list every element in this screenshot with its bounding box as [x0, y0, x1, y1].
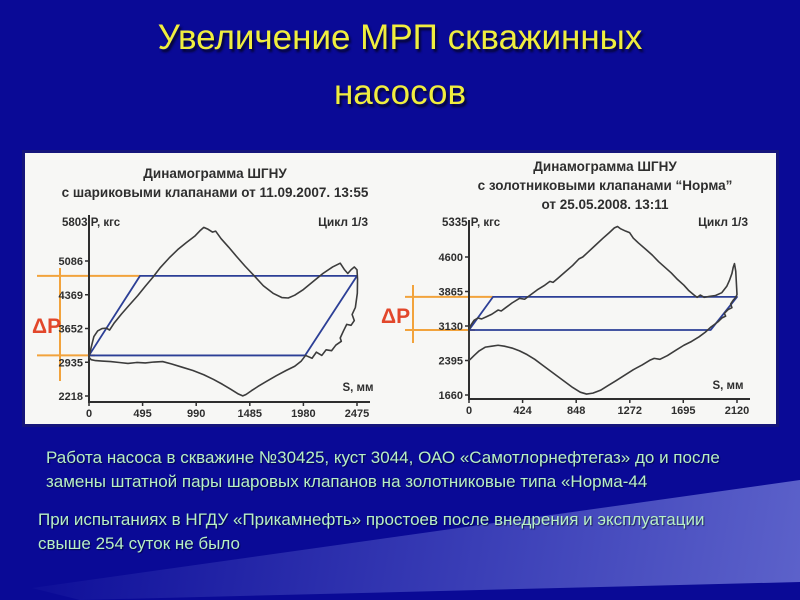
dynamogram-curve — [468, 225, 738, 395]
x-axis-unit-label: S, мм — [342, 382, 373, 394]
dynamogram-chart-spool-valves: Динамограмма ШГНУ с золотниковыми клапана… — [375, 153, 775, 424]
x-axis-unit-label: S, мм — [712, 380, 743, 392]
x-axis-tick-label: 0 — [466, 405, 472, 417]
caption1-line-1: Работа насоса в скважине №30425, куст 30… — [46, 448, 720, 467]
pump-card-parallelogram — [88, 274, 358, 357]
dynamogram-svg: Динамограмма ШГНУ с золотниковыми клапана… — [381, 159, 750, 417]
charts-panel: Динамограмма ШГНУ с шариковыми клапанами … — [22, 150, 779, 427]
caption-pump-operation: Работа насоса в скважине №30425, куст 30… — [46, 446, 720, 494]
delta-p-label: ΔP — [32, 315, 61, 338]
y-axis-tick-label: 4369 — [59, 290, 83, 302]
dynamogram-svg: Динамограмма ШГНУ с шариковыми клапанами … — [32, 166, 374, 420]
x-axis-tick-label: 848 — [567, 405, 585, 417]
caption2-line-1: При испытаниях в НГДУ «Прикамнефть» прос… — [38, 510, 705, 529]
y-axis-max-label: 5803 P, кгс — [62, 217, 121, 229]
y-axis-tick-label: 4600 — [439, 252, 463, 264]
caption-test-results: При испытаниях в НГДУ «Прикамнефть» прос… — [38, 508, 704, 556]
chart-title: Динамограмма ШГНУ — [533, 159, 677, 174]
chart-title: Динамограмма ШГНУ — [143, 166, 287, 181]
y-axis-tick-label: 1660 — [439, 390, 463, 402]
caption2-line-2: свыше 254 суток не было — [38, 534, 240, 553]
dynamogram-chart-ball-valves: Динамограмма ШГНУ с шариковыми клапанами … — [25, 153, 375, 424]
x-axis-tick-label: 2120 — [725, 405, 749, 417]
cycle-label: Цикл 1/3 — [698, 215, 748, 229]
caption1-line-2: замены штатной пары шаровых клапанов на … — [46, 472, 648, 491]
cycle-label: Цикл 1/3 — [318, 215, 368, 229]
y-axis-tick-label: 3652 — [59, 324, 83, 336]
x-axis-tick-label: 1695 — [671, 405, 695, 417]
x-axis-tick-label: 1980 — [291, 408, 315, 420]
x-axis-tick-label: 1485 — [238, 408, 262, 420]
y-axis-tick-label: 2935 — [59, 357, 83, 369]
y-axis-tick-label: 3130 — [439, 321, 463, 333]
dynamogram-curve — [88, 226, 359, 397]
y-axis-max-label: 5335 P, кгс — [442, 217, 501, 229]
slide-title-line-2: насосов — [333, 73, 467, 112]
x-axis-tick-label: 2475 — [345, 408, 369, 420]
delta-p-label: ΔP — [381, 305, 410, 328]
y-axis-tick-label: 2395 — [439, 356, 463, 368]
y-axis-tick-label: 3865 — [439, 287, 463, 299]
x-axis-tick-label: 990 — [187, 408, 205, 420]
x-axis-tick-label: 424 — [513, 405, 532, 417]
chart-title: с золотниковыми клапанами “Норма” — [478, 178, 733, 193]
y-axis-tick-label: 2218 — [59, 391, 83, 403]
chart-title: с шариковыми клапанами от 11.09.2007. 13… — [62, 185, 369, 200]
pump-card-parallelogram — [468, 295, 738, 331]
chart-title: от 25.05.2008. 13:11 — [541, 197, 669, 212]
x-axis-tick-label: 1272 — [618, 405, 642, 417]
y-axis-tick-label: 5086 — [59, 256, 83, 268]
slide-title: Увеличение МРП скважинных насосов — [0, 10, 800, 120]
x-axis-tick-label: 0 — [86, 408, 92, 420]
x-axis-tick-label: 495 — [133, 408, 151, 420]
slide-title-line-1: Увеличение МРП скважинных — [157, 18, 643, 57]
